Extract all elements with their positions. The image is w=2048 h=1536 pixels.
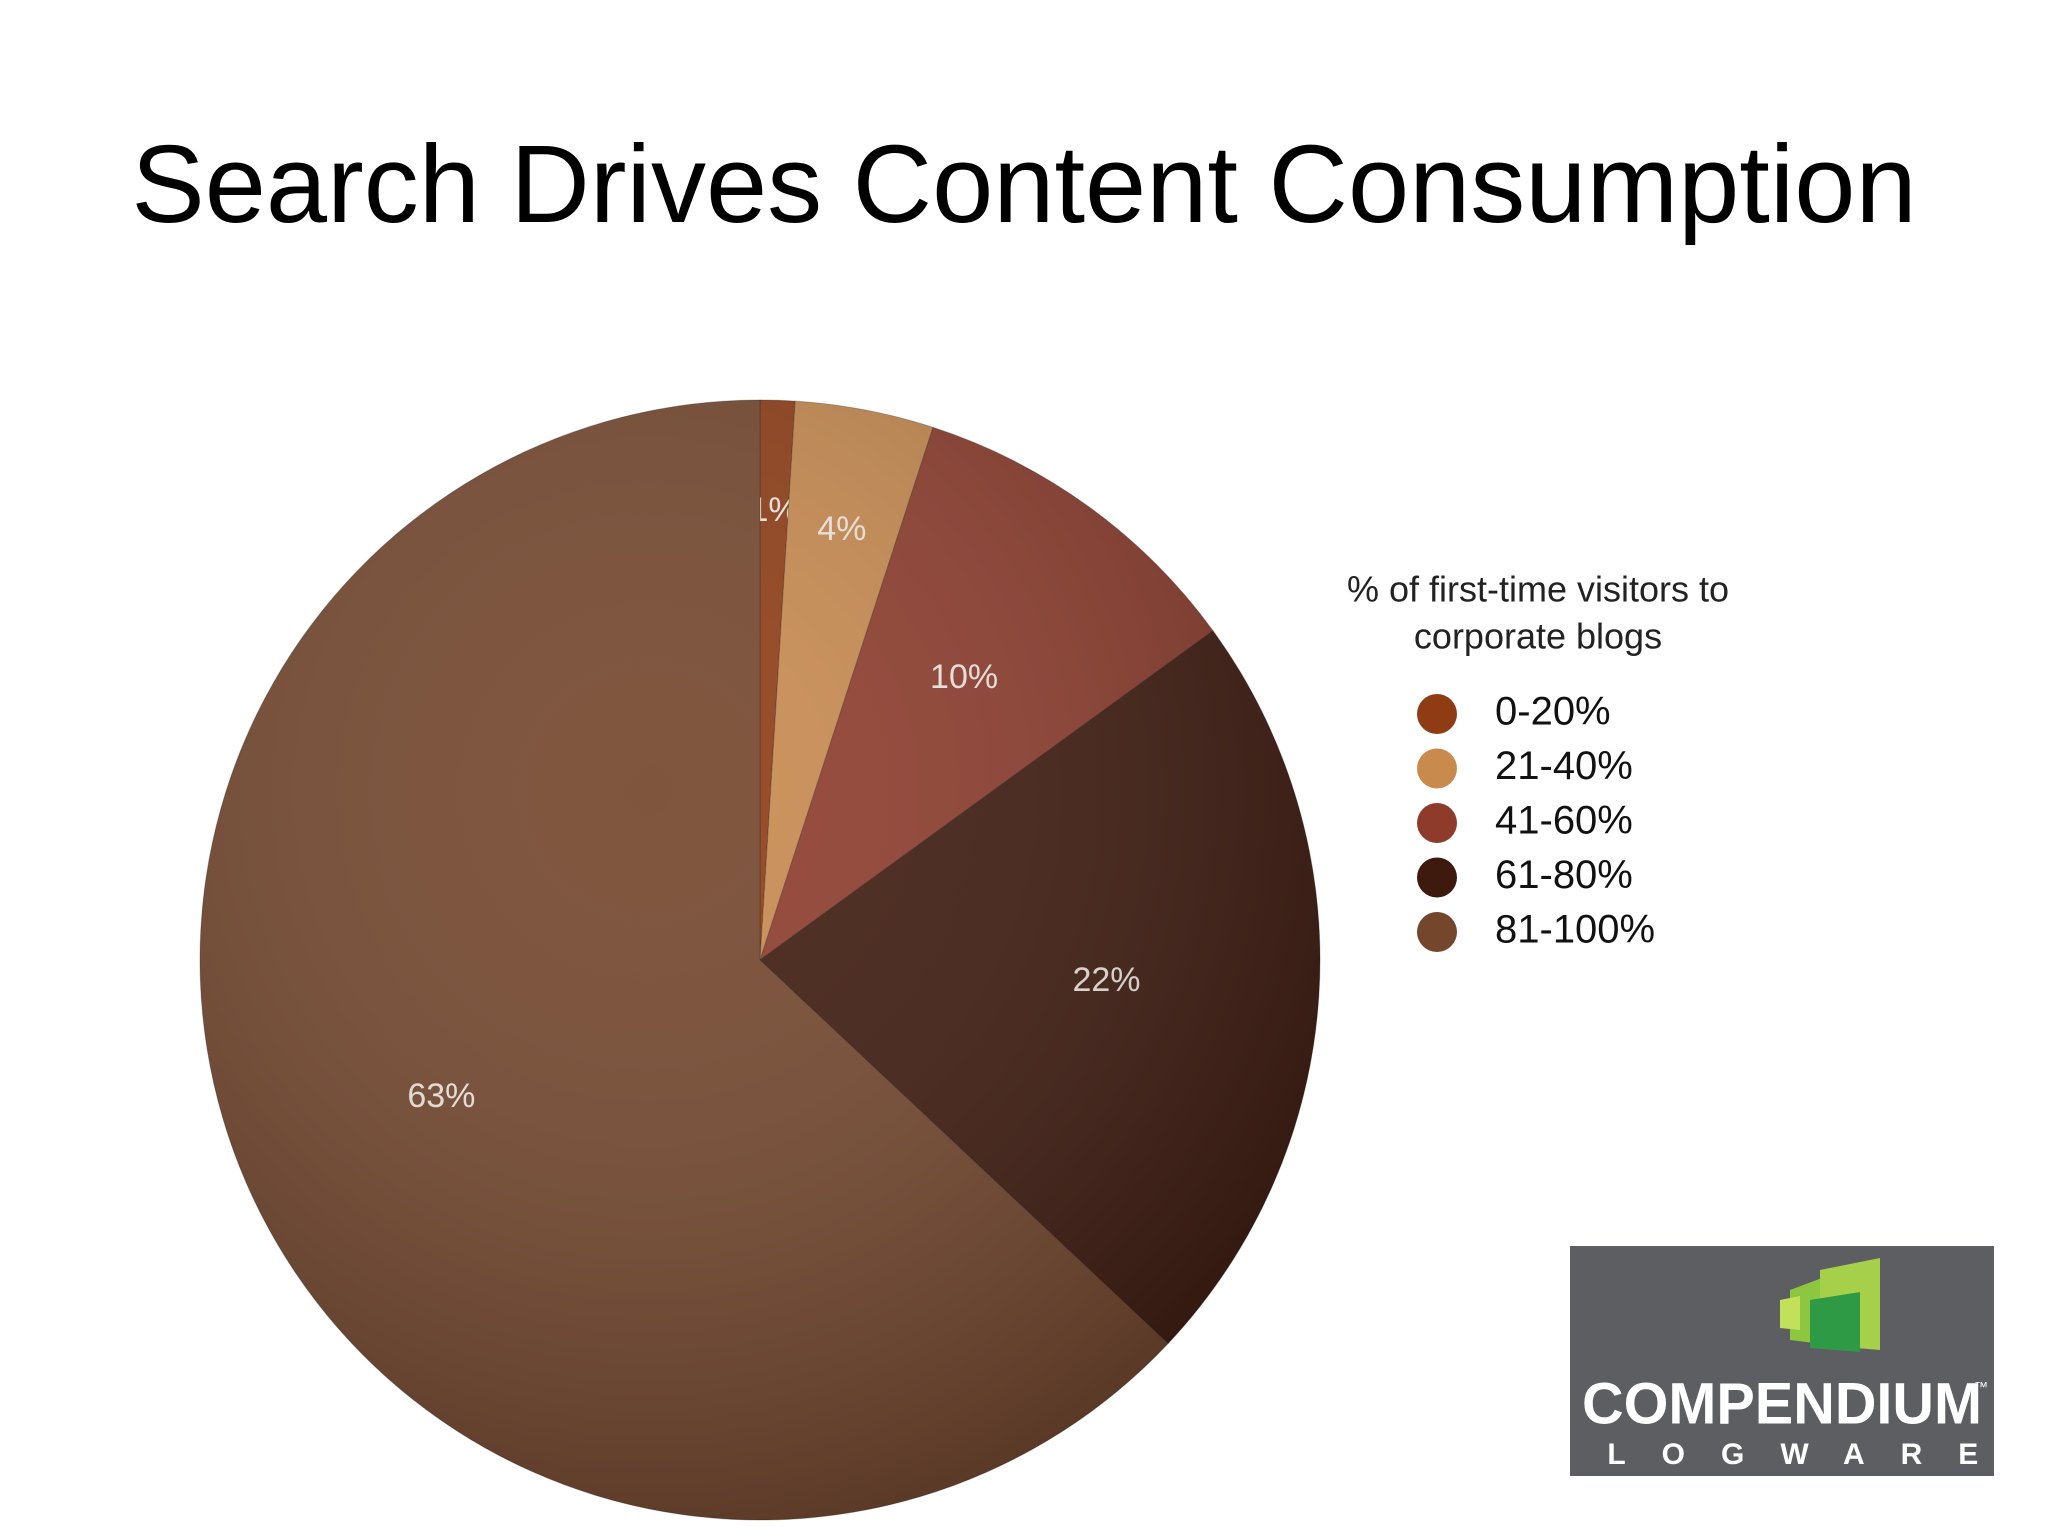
legend-title: corporate blogs bbox=[1414, 616, 1662, 657]
legend-label: 41-60% bbox=[1495, 799, 1633, 843]
legend-label: 21-40% bbox=[1495, 744, 1633, 788]
legend-label: 81-100% bbox=[1495, 908, 1655, 952]
logo-icon bbox=[1810, 1292, 1860, 1352]
legend-label: 61-80% bbox=[1495, 853, 1633, 897]
slice-label: 63% bbox=[407, 1077, 475, 1115]
logo-tagline: BLOGWARE bbox=[1550, 1438, 2015, 1471]
chart-title: Search Drives Content Consumption bbox=[131, 123, 1916, 246]
legend-label: 0-20% bbox=[1495, 690, 1611, 734]
legend-swatch bbox=[1417, 694, 1457, 734]
legend: 0-20% 21-40% 41-60% 61-80% 81-100% bbox=[1417, 690, 1655, 952]
logo-name: COMPENDIUM bbox=[1582, 1371, 1982, 1436]
legend-swatch bbox=[1417, 912, 1457, 952]
slice-label: 4% bbox=[817, 510, 866, 548]
legend-swatch bbox=[1417, 803, 1457, 843]
legend-swatch bbox=[1417, 748, 1457, 789]
pie: 1% 4%10%22%63% bbox=[199, 399, 1321, 1521]
legend-swatch bbox=[1417, 857, 1457, 898]
logo-icon bbox=[1780, 1296, 1800, 1330]
legend-title: % of first-time visitors to bbox=[1347, 569, 1729, 610]
logo-trademark: ™ bbox=[1974, 1379, 1988, 1395]
logo: COMPENDIUM ™ BLOGWARE bbox=[1550, 1246, 2015, 1476]
logo-background bbox=[1570, 1246, 1994, 1476]
slice-label: 22% bbox=[1072, 961, 1140, 999]
slice-label: 10% bbox=[930, 658, 998, 696]
